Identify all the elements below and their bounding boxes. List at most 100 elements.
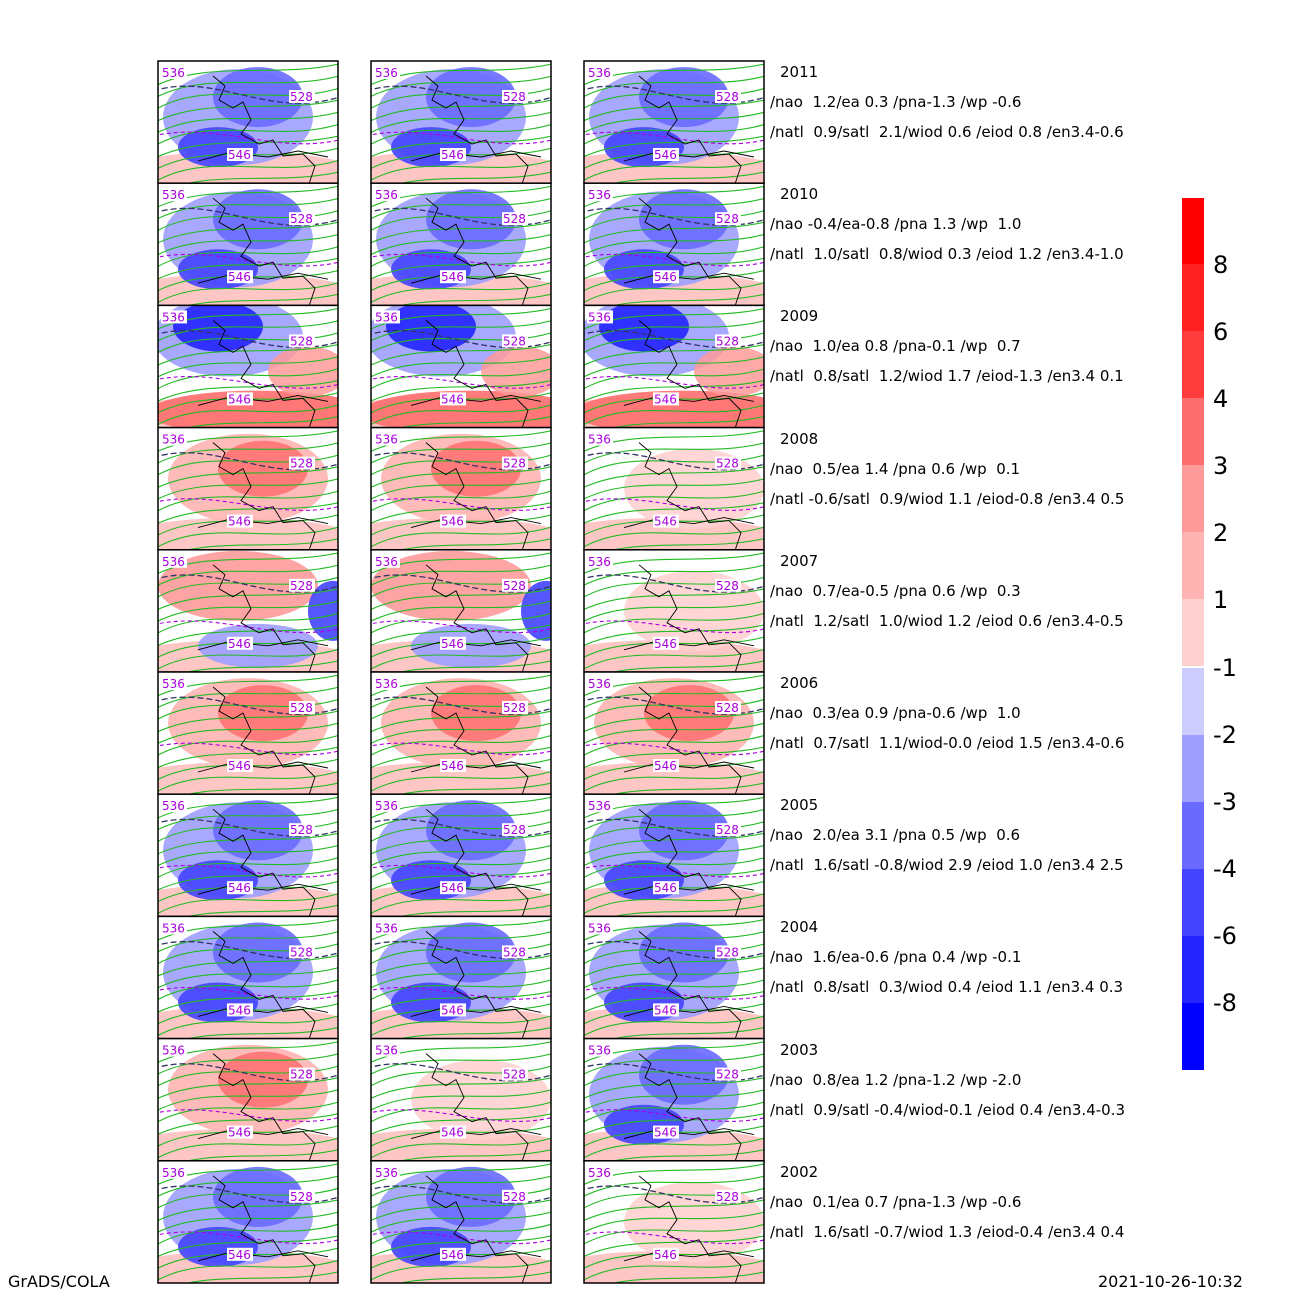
climatology-contour [584,940,764,960]
height-contour [158,490,338,512]
height-contour [584,576,764,598]
contour-label-bg [715,90,741,103]
map-panel-2002-2: 536 528 546 [371,1160,551,1284]
height-contour [371,466,551,488]
coastline [425,1053,529,1161]
height-contour [584,332,764,354]
height-contour [158,967,338,989]
contour-label-bg [587,188,613,202]
height-contour [158,320,338,342]
height-contour [584,1077,764,1099]
row-index-line-2: /natl 1.6/satl -0.7/wiod 1.3 /eiod-0.4 /… [770,1222,1125,1241]
height-contour [584,686,764,709]
height-contour [371,1223,551,1245]
height-contour [158,332,338,354]
height-contour [584,159,764,181]
row-index-line-2: /natl 0.8/satl 1.2/wiod 1.7 /eiod-1.3 /e… [770,367,1124,386]
coastline [425,686,529,795]
contour-label-bg [715,334,741,348]
contour-label-bg [440,514,466,528]
row-index-line-1: /nao 0.5/ea 1.4 /pna 0.6 /wp 0.1 [770,459,1021,478]
contour-label: 546 [654,148,677,162]
height-contour [584,734,764,756]
contour-label-bg [587,432,613,446]
climatology-contour [371,818,551,838]
row-year-label: 2004 [780,918,819,937]
height-contour [158,1137,338,1159]
contour-label: 546 [228,515,251,529]
height-contour [584,99,764,122]
height-contour [584,368,764,390]
contour-label: 546 [441,1126,464,1140]
climatology-contour [158,620,338,634]
height-contour [158,454,338,476]
contour-label-bg [653,514,679,528]
height-contour [158,159,338,181]
coastline [410,517,542,529]
row-year-label: 2002 [780,1162,819,1181]
climatology-contour [584,498,764,511]
coastline [638,197,742,306]
height-contour [158,954,338,977]
height-contour [584,343,764,366]
contour-label-bg [374,677,400,690]
contour-label: 546 [441,637,464,651]
contour-label: 536 [162,433,185,447]
height-contour [158,612,338,634]
colorbar-tick-label: 4 [1213,385,1229,413]
climatology-contour [584,864,764,878]
climatology-contour [584,131,764,145]
height-contour [371,868,551,891]
contour-label-bg [653,392,679,406]
climatology-contour [584,574,764,593]
contour-label-bg [440,759,466,772]
height-contour [158,1187,338,1209]
climatology-contour [371,131,551,145]
height-contour [398,782,551,795]
height-contour [584,832,764,855]
climatology-contour [158,818,338,838]
row-index-line-1: /nao 0.3/ea 0.9 /pna-0.6 /wp 1.0 [770,704,1021,722]
contour-label: 528 [290,1190,313,1204]
contour-label-bg [227,392,253,406]
contour-label-bg [502,212,528,226]
height-contour [371,210,551,232]
height-contour [158,111,338,134]
height-contour [158,197,338,220]
coastline [410,272,542,284]
coastline [197,1005,329,1017]
contour-label-bg [587,554,613,568]
anomaly-shade [481,346,551,397]
coastline [410,1005,542,1017]
contour-label-bg [715,578,741,592]
height-contour [584,710,764,733]
climatology-contour [371,498,551,511]
contour-label: 546 [228,270,251,284]
coastline [197,1250,329,1262]
row-year-label: 2005 [780,796,819,815]
contour-label: 546 [441,392,464,406]
height-contour [584,356,764,378]
coastline [410,1128,542,1140]
height-contour [371,1077,551,1099]
colorbar-positive-swatch [1182,198,1204,264]
height-contour [371,1187,551,1209]
height-contour [584,1199,764,1222]
anomaly-shade [218,1051,308,1108]
height-contour [158,698,338,720]
row-index-line-1: /nao 0.8/ea 1.2 /pna-1.2 /wp -2.0 [770,1070,1022,1089]
climatology-contour [371,1109,551,1122]
climatology-contour [158,131,338,145]
contour-label: 536 [375,433,398,447]
contour-label: 528 [716,579,739,593]
height-contour [371,526,551,548]
height-contour [584,893,764,915]
height-contour [371,857,551,879]
coastline [197,1128,329,1140]
row-year-label: 2007 [780,551,819,570]
height-contour [371,99,551,122]
contour-label: 528 [503,579,526,593]
contour-label-bg [161,677,187,690]
height-contour [158,526,338,548]
row-year-label: 2011 [780,63,819,81]
